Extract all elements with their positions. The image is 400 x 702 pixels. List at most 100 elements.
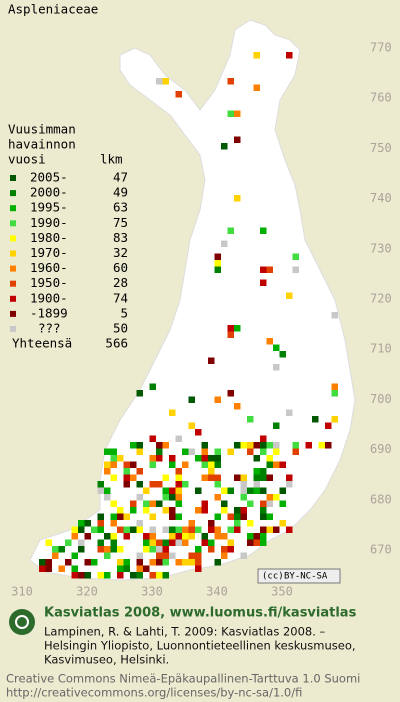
legend-label: 1995- (30, 200, 68, 215)
observation-square (104, 487, 111, 494)
legend-swatch (10, 220, 16, 227)
observation-square (260, 435, 267, 442)
observation-square (214, 526, 221, 533)
observation-square (286, 526, 293, 533)
observation-square (130, 526, 137, 533)
legend-label: 2005- (30, 170, 68, 185)
observation-square (292, 442, 299, 449)
observation-square (136, 520, 143, 527)
observation-square (273, 494, 280, 501)
observation-square (227, 110, 234, 117)
observation-square (136, 468, 143, 475)
observation-square (117, 572, 124, 579)
observation-square (201, 455, 208, 462)
observation-square (156, 500, 163, 507)
observation-square (97, 539, 104, 546)
observation-square (247, 448, 254, 455)
observation-square (227, 487, 234, 494)
observation-square (156, 552, 163, 559)
observation-square (143, 546, 150, 553)
observation-square (208, 468, 215, 475)
observation-square (97, 526, 104, 533)
observation-squares (39, 52, 338, 579)
logo-spiral (15, 615, 29, 629)
observation-square (286, 481, 293, 488)
observation-square (253, 539, 260, 546)
observation-square (188, 448, 195, 455)
observation-square (45, 539, 52, 546)
observation-square (247, 520, 254, 527)
legend-count-heading: lkm (100, 152, 123, 167)
license-url: http://creativecommons.org/licenses/by-n… (6, 686, 302, 700)
observation-square (182, 448, 189, 455)
y-grid-label: 670 (370, 543, 392, 557)
observation-square (286, 409, 293, 416)
observation-square (214, 533, 221, 540)
observation-square (182, 481, 189, 488)
observation-square (156, 572, 163, 579)
observation-square (130, 461, 137, 468)
observation-square (247, 416, 254, 423)
observation-square (71, 572, 78, 579)
observation-square (130, 507, 137, 514)
observation-square (247, 442, 254, 449)
observation-square (71, 533, 78, 540)
observation-square (110, 455, 117, 462)
observation-square (143, 539, 150, 546)
observation-square (273, 448, 280, 455)
brand: Kasviatlas 2008, www.luomus.fi/kasviatla… (44, 606, 357, 621)
observation-square (162, 494, 169, 501)
cc-mark: (cc) (262, 572, 284, 582)
legend-swatch (10, 190, 16, 197)
observation-square (195, 565, 202, 572)
observation-square (260, 507, 267, 514)
observation-square (149, 461, 156, 468)
observation-square (253, 474, 260, 481)
observation-square (266, 455, 273, 462)
observation-square (97, 513, 104, 520)
observation-square (331, 383, 338, 390)
observation-square (162, 474, 169, 481)
legend-swatch (10, 326, 16, 332)
observation-square (169, 552, 176, 559)
observation-square (247, 539, 254, 546)
logo (9, 609, 35, 635)
observation-square (136, 442, 143, 449)
observation-square (117, 513, 124, 520)
total-label: Yhteensä (12, 336, 72, 351)
observation-square (52, 552, 59, 559)
y-grid-label: 680 (370, 492, 392, 506)
observation-square (169, 533, 176, 540)
observation-square (253, 487, 260, 494)
observation-square (201, 448, 208, 455)
observation-square (234, 403, 241, 410)
observation-square (260, 474, 267, 481)
observation-square (318, 442, 325, 449)
observation-square (260, 448, 267, 455)
observation-square (260, 513, 267, 520)
observation-square (136, 448, 143, 455)
observation-square (149, 455, 156, 462)
legend-count: 47 (113, 170, 128, 185)
observation-square (279, 520, 286, 527)
observation-square (117, 507, 124, 514)
observation-square (162, 546, 169, 553)
observation-square (331, 416, 338, 423)
observation-square (214, 481, 221, 488)
observation-square (143, 507, 150, 514)
observation-square (253, 52, 260, 59)
observation-square (214, 396, 221, 403)
observation-square (234, 325, 241, 332)
observation-square (117, 526, 124, 533)
observation-square (208, 461, 215, 468)
observation-square (195, 429, 202, 436)
observation-square (221, 533, 228, 540)
observation-square (143, 565, 150, 572)
grid-labels: 310 320 330 340 350 770 760 750 740 730 720 710 700 6… (11, 41, 392, 599)
observation-square (78, 520, 85, 527)
observation-square (273, 461, 280, 468)
observation-square (149, 546, 156, 553)
observation-square (78, 539, 85, 546)
observation-square (110, 533, 117, 540)
